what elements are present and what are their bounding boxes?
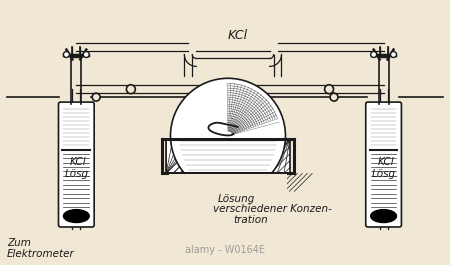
FancyBboxPatch shape	[190, 174, 266, 191]
Text: alamy - W0164E: alamy - W0164E	[185, 245, 265, 255]
FancyBboxPatch shape	[168, 174, 288, 263]
Text: KCl
Lösg.: KCl Lösg.	[65, 157, 92, 179]
Text: KCl
Lösg.: KCl Lösg.	[372, 157, 399, 179]
Text: verschiedener Konzen-: verschiedener Konzen-	[213, 204, 332, 214]
Ellipse shape	[371, 210, 396, 223]
Text: Lösung: Lösung	[218, 194, 256, 204]
FancyBboxPatch shape	[366, 102, 401, 227]
Circle shape	[391, 51, 396, 58]
Circle shape	[92, 93, 100, 101]
Circle shape	[371, 51, 377, 58]
FancyBboxPatch shape	[58, 102, 94, 227]
Text: KCl: KCl	[228, 29, 248, 42]
Text: Zum
Elektrometer: Zum Elektrometer	[7, 238, 75, 259]
Circle shape	[330, 93, 338, 101]
Text: tration: tration	[233, 215, 268, 225]
Circle shape	[171, 78, 285, 193]
Circle shape	[226, 93, 234, 101]
Circle shape	[126, 85, 135, 94]
Ellipse shape	[63, 210, 89, 223]
Circle shape	[63, 51, 69, 58]
Circle shape	[324, 85, 333, 94]
Circle shape	[83, 51, 89, 58]
FancyBboxPatch shape	[166, 139, 290, 174]
